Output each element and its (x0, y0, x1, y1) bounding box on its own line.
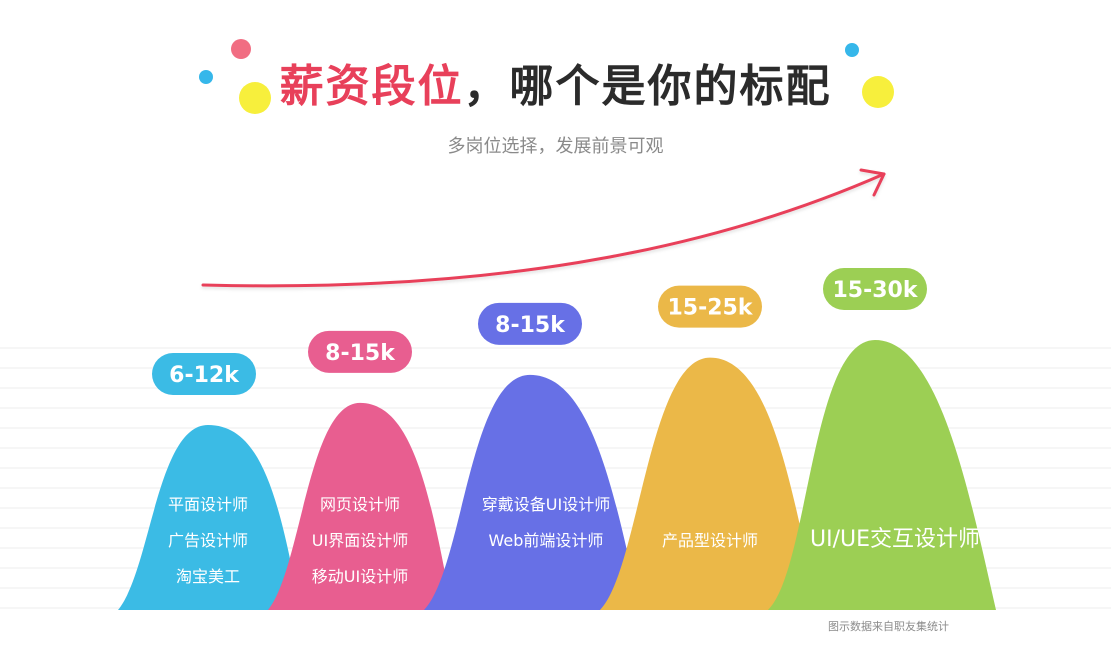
decor-dot-blue-right (845, 43, 859, 57)
salary-label: 8-15k (495, 313, 566, 338)
decor-dot-yellow-left (239, 82, 271, 114)
role-label: UI界面设计师 (312, 531, 408, 550)
role-label: 平面设计师 (168, 495, 248, 514)
role-label: 穿戴设备UI设计师 (482, 495, 610, 514)
page-subtitle: 多岗位选择，发展前景可观 (447, 136, 664, 157)
source-note: 图示数据来自职友集统计 (828, 620, 949, 633)
growth-arrow-icon (201, 168, 886, 288)
salary-pill (658, 285, 762, 328)
title-rest: ，哪个是你的标配 (463, 61, 832, 112)
role-label: 淘宝美工 (176, 567, 240, 586)
salary-pill (478, 302, 582, 345)
salary-label: 15-25k (668, 296, 754, 321)
role-label: 广告设计师 (168, 531, 248, 550)
salary-label: 6-12k (169, 363, 240, 388)
role-label: Web前端设计师 (489, 531, 604, 550)
salary-hill (600, 357, 818, 610)
role-label: 网页设计师 (320, 495, 400, 514)
salary-pill (152, 353, 256, 395)
salary-hill (768, 340, 996, 610)
decor-dot-yellow-right (862, 76, 894, 108)
role-label: 产品型设计师 (662, 531, 758, 550)
page-title: 薪资段位，哪个是你的标配 (0, 50, 1111, 114)
salary-hill (118, 425, 300, 610)
decor-dot-pink (231, 39, 251, 59)
salary-hill (268, 402, 452, 610)
salary-hill (424, 374, 640, 610)
salary-label: 8-15k (325, 341, 396, 366)
salary-label: 15-30k (833, 278, 919, 303)
salary-pill (308, 330, 412, 373)
title-highlight: 薪资段位 (279, 61, 464, 112)
role-label: UI/UE交互设计师 (810, 527, 980, 552)
salary-pill (823, 268, 927, 310)
role-label: 移动UI设计师 (312, 567, 408, 586)
decor-dot-blue-left (199, 70, 213, 84)
